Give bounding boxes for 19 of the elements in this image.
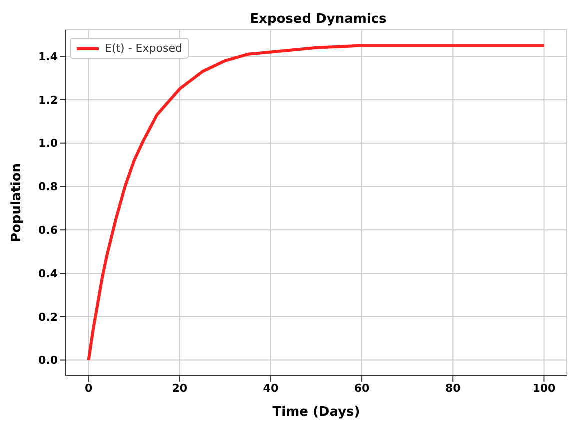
x-axis-title: Time (Days) <box>272 405 360 420</box>
x-tick-label: 60 <box>354 382 370 395</box>
x-tick-label: 20 <box>172 382 188 395</box>
x-tick-label: 0 <box>84 382 93 395</box>
y-tick-label: 1.4 <box>38 50 58 64</box>
y-tick-label: 0.8 <box>38 180 58 194</box>
y-tick-label: 1.2 <box>38 94 58 107</box>
y-tick-label: 0.6 <box>38 224 58 238</box>
y-tick-label: 0.0 <box>38 354 58 368</box>
y-tick-label: 0.4 <box>38 267 58 280</box>
x-tick-label: 40 <box>263 382 279 395</box>
x-tick-label: 100 <box>532 382 556 395</box>
line-series <box>87 44 546 362</box>
y-axis-title: Population <box>10 163 25 243</box>
y-tick-label: 0.2 <box>38 310 58 324</box>
legend-label: E(t) - Exposed <box>105 42 182 55</box>
x-tick-label: 80 <box>445 382 462 395</box>
chart-title: Exposed Dynamics <box>249 12 388 27</box>
y-tick-label: 1.0 <box>38 137 58 150</box>
